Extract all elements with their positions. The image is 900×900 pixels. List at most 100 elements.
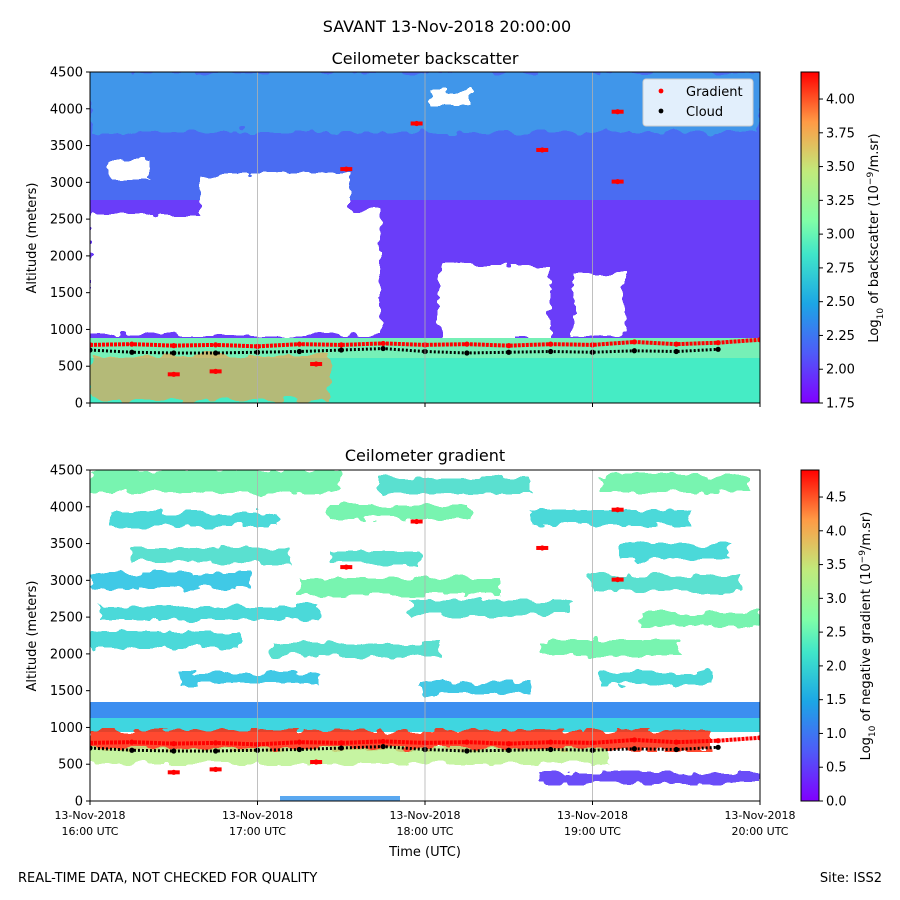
gradient-series-point	[213, 740, 219, 746]
gradient-series-point	[380, 743, 386, 750]
backscatter-aloft-marker	[611, 179, 624, 184]
gradient-colorbar-tick-label: 1.0	[826, 727, 847, 742]
backscatter-series-point	[380, 345, 386, 352]
backscatter-colorbar-tick-label: 2.50	[826, 295, 855, 310]
backscatter-series-point	[548, 348, 554, 355]
backscatter-aloft-marker	[410, 121, 423, 126]
gradient-ytick-label: 2500	[50, 611, 83, 626]
gradient-ytick-label: 3000	[50, 574, 83, 589]
backscatter-series-point	[90, 342, 93, 348]
backscatter-yaxis: 0 500 1000 1500 2000 2500 3000 3500 4000 4500	[50, 66, 90, 412]
backscatter-aloft-marker	[340, 167, 353, 172]
backscatter-series-point	[464, 341, 470, 347]
gradient-aloft-marker	[611, 577, 624, 582]
gradient-ytick-label: 4500	[50, 464, 83, 479]
gradient-xtick-time-label: 19:00 UTC	[564, 825, 621, 838]
backscatter-series-point	[715, 346, 721, 352]
backscatter-ytick-label: 4500	[50, 66, 83, 81]
backscatter-series-point	[715, 340, 721, 346]
backscatter-ytick-label: 2500	[50, 213, 83, 228]
gradient-surface-band-2	[280, 796, 400, 801]
backscatter-series-point	[129, 341, 135, 347]
gradient-series-point	[213, 748, 219, 754]
gradient-yaxis: 0 500 1000 1500 2000 2500 3000 3500 4000 4500	[50, 464, 90, 810]
gradient-series-point	[548, 739, 554, 745]
figure-suptitle: SAVANT 13-Nov-2018 20:00:00	[323, 17, 571, 36]
gradient-aloft-marker	[410, 519, 423, 524]
gradient-colorbar-ticks: 0.0 0.5 1.0 1.5 2.0 2.5 3.0 3.5 4.0 4.5	[819, 491, 847, 810]
backscatter-colorbar-tick-label: 2.75	[826, 261, 855, 276]
gradient-series-point	[757, 735, 760, 741]
backscatter-series-point	[631, 339, 637, 345]
backscatter-legend: Gradient Cloud	[642, 78, 754, 127]
gradient-xtick-time-label: 16:00 UTC	[61, 825, 118, 838]
gradient-series-point	[548, 746, 554, 753]
gradient-xtick-date-label: 13-Nov-2018	[557, 809, 628, 822]
gradient-title: Ceilometer gradient	[345, 446, 505, 465]
gradient-colorbar-bar	[800, 469, 820, 802]
backscatter-series-line	[90, 347, 719, 355]
gradient-xtick-date-label: 13-Nov-2018	[54, 809, 125, 822]
legend-gradient-marker	[658, 88, 664, 94]
gradient-colorbar-tick-label: 4.5	[826, 491, 847, 506]
backscatter-aloft-marker	[167, 372, 180, 377]
backscatter-series-point	[338, 347, 344, 353]
backscatter-series-point	[548, 341, 554, 347]
gradient-series-point	[90, 745, 93, 751]
gradient-aloft-marker	[310, 760, 323, 765]
gradient-aloft-marker	[611, 507, 624, 512]
legend-box	[642, 78, 754, 127]
backscatter-series-point	[129, 349, 135, 355]
backscatter-clear-sky	[90, 90, 625, 340]
backscatter-panel: Ceilometer backscatter 0 500 1000 1500 2000 2…	[25, 49, 886, 412]
backscatter-title: Ceilometer backscatter	[332, 49, 519, 68]
gradient-series-point	[380, 738, 386, 745]
legend-cloud-marker	[658, 108, 664, 114]
gradient-aloft-marker	[167, 770, 180, 775]
gradient-aloft-marker	[209, 767, 222, 772]
backscatter-series-point	[338, 342, 344, 348]
gradient-series-point	[506, 747, 512, 753]
backscatter-xaxis	[89, 403, 761, 407]
gradient-xtick-time-label: 17:00 UTC	[229, 825, 286, 838]
backscatter-aloft-marker	[536, 147, 549, 152]
backscatter-ytick-label: 500	[58, 360, 83, 375]
gradient-xtick-date-label: 13-Nov-2018	[389, 809, 460, 822]
backscatter-series-point	[380, 340, 386, 347]
backscatter-colorbar-tick-label: 3.75	[826, 126, 855, 141]
legend-cloud-label: Cloud	[686, 105, 723, 120]
backscatter-series-point	[213, 350, 219, 356]
backscatter-ytick-label: 3500	[50, 139, 83, 154]
backscatter-series-point	[506, 343, 512, 349]
backscatter-aloft-marker	[209, 369, 222, 374]
gradient-series-point	[673, 746, 679, 753]
gradient-panel: Ceilometer gradient	[25, 446, 878, 860]
backscatter-colorbar-tick-label: 2.25	[826, 329, 855, 344]
backscatter-aloft-marker	[310, 362, 323, 367]
gradient-xlabel: Time (UTC)	[388, 845, 461, 860]
gradient-xtick-time-label: 18:00 UTC	[396, 825, 453, 838]
gradient-series-point	[171, 741, 177, 747]
backscatter-series-point	[171, 350, 177, 356]
backscatter-series-point	[673, 341, 679, 347]
backscatter-series-point	[90, 347, 93, 353]
backscatter-colorbar-tick-label: 3.50	[826, 160, 855, 175]
backscatter-ytick-label: 0	[75, 397, 83, 412]
gradient-series-point	[631, 746, 637, 752]
backscatter-ytick-label: 4000	[50, 102, 83, 117]
gradient-ytick-label: 2000	[50, 647, 83, 662]
gradient-series-point	[715, 744, 721, 750]
gradient-series-point	[338, 745, 344, 751]
gradient-colorbar-tick-label: 2.0	[826, 659, 847, 674]
backscatter-colorbar-tick-label: 4.00	[826, 93, 855, 108]
gradient-series-point	[338, 740, 344, 746]
gradient-ytick-label: 1000	[50, 721, 83, 736]
footer-site: Site: ISS2	[820, 871, 882, 886]
gradient-colorbar-tick-label: 1.5	[826, 693, 847, 708]
gradient-colorbar-tick-label: 0.0	[826, 795, 847, 810]
gradient-series-point	[673, 739, 679, 745]
backscatter-ytick-label: 1500	[50, 286, 83, 301]
gradient-colorbar: 0.0 0.5 1.0 1.5 2.0 2.5 3.0 3.5 4.0 4.5 Log10 of …	[800, 469, 878, 810]
backscatter-colorbar-tick-label: 3.25	[826, 194, 855, 209]
